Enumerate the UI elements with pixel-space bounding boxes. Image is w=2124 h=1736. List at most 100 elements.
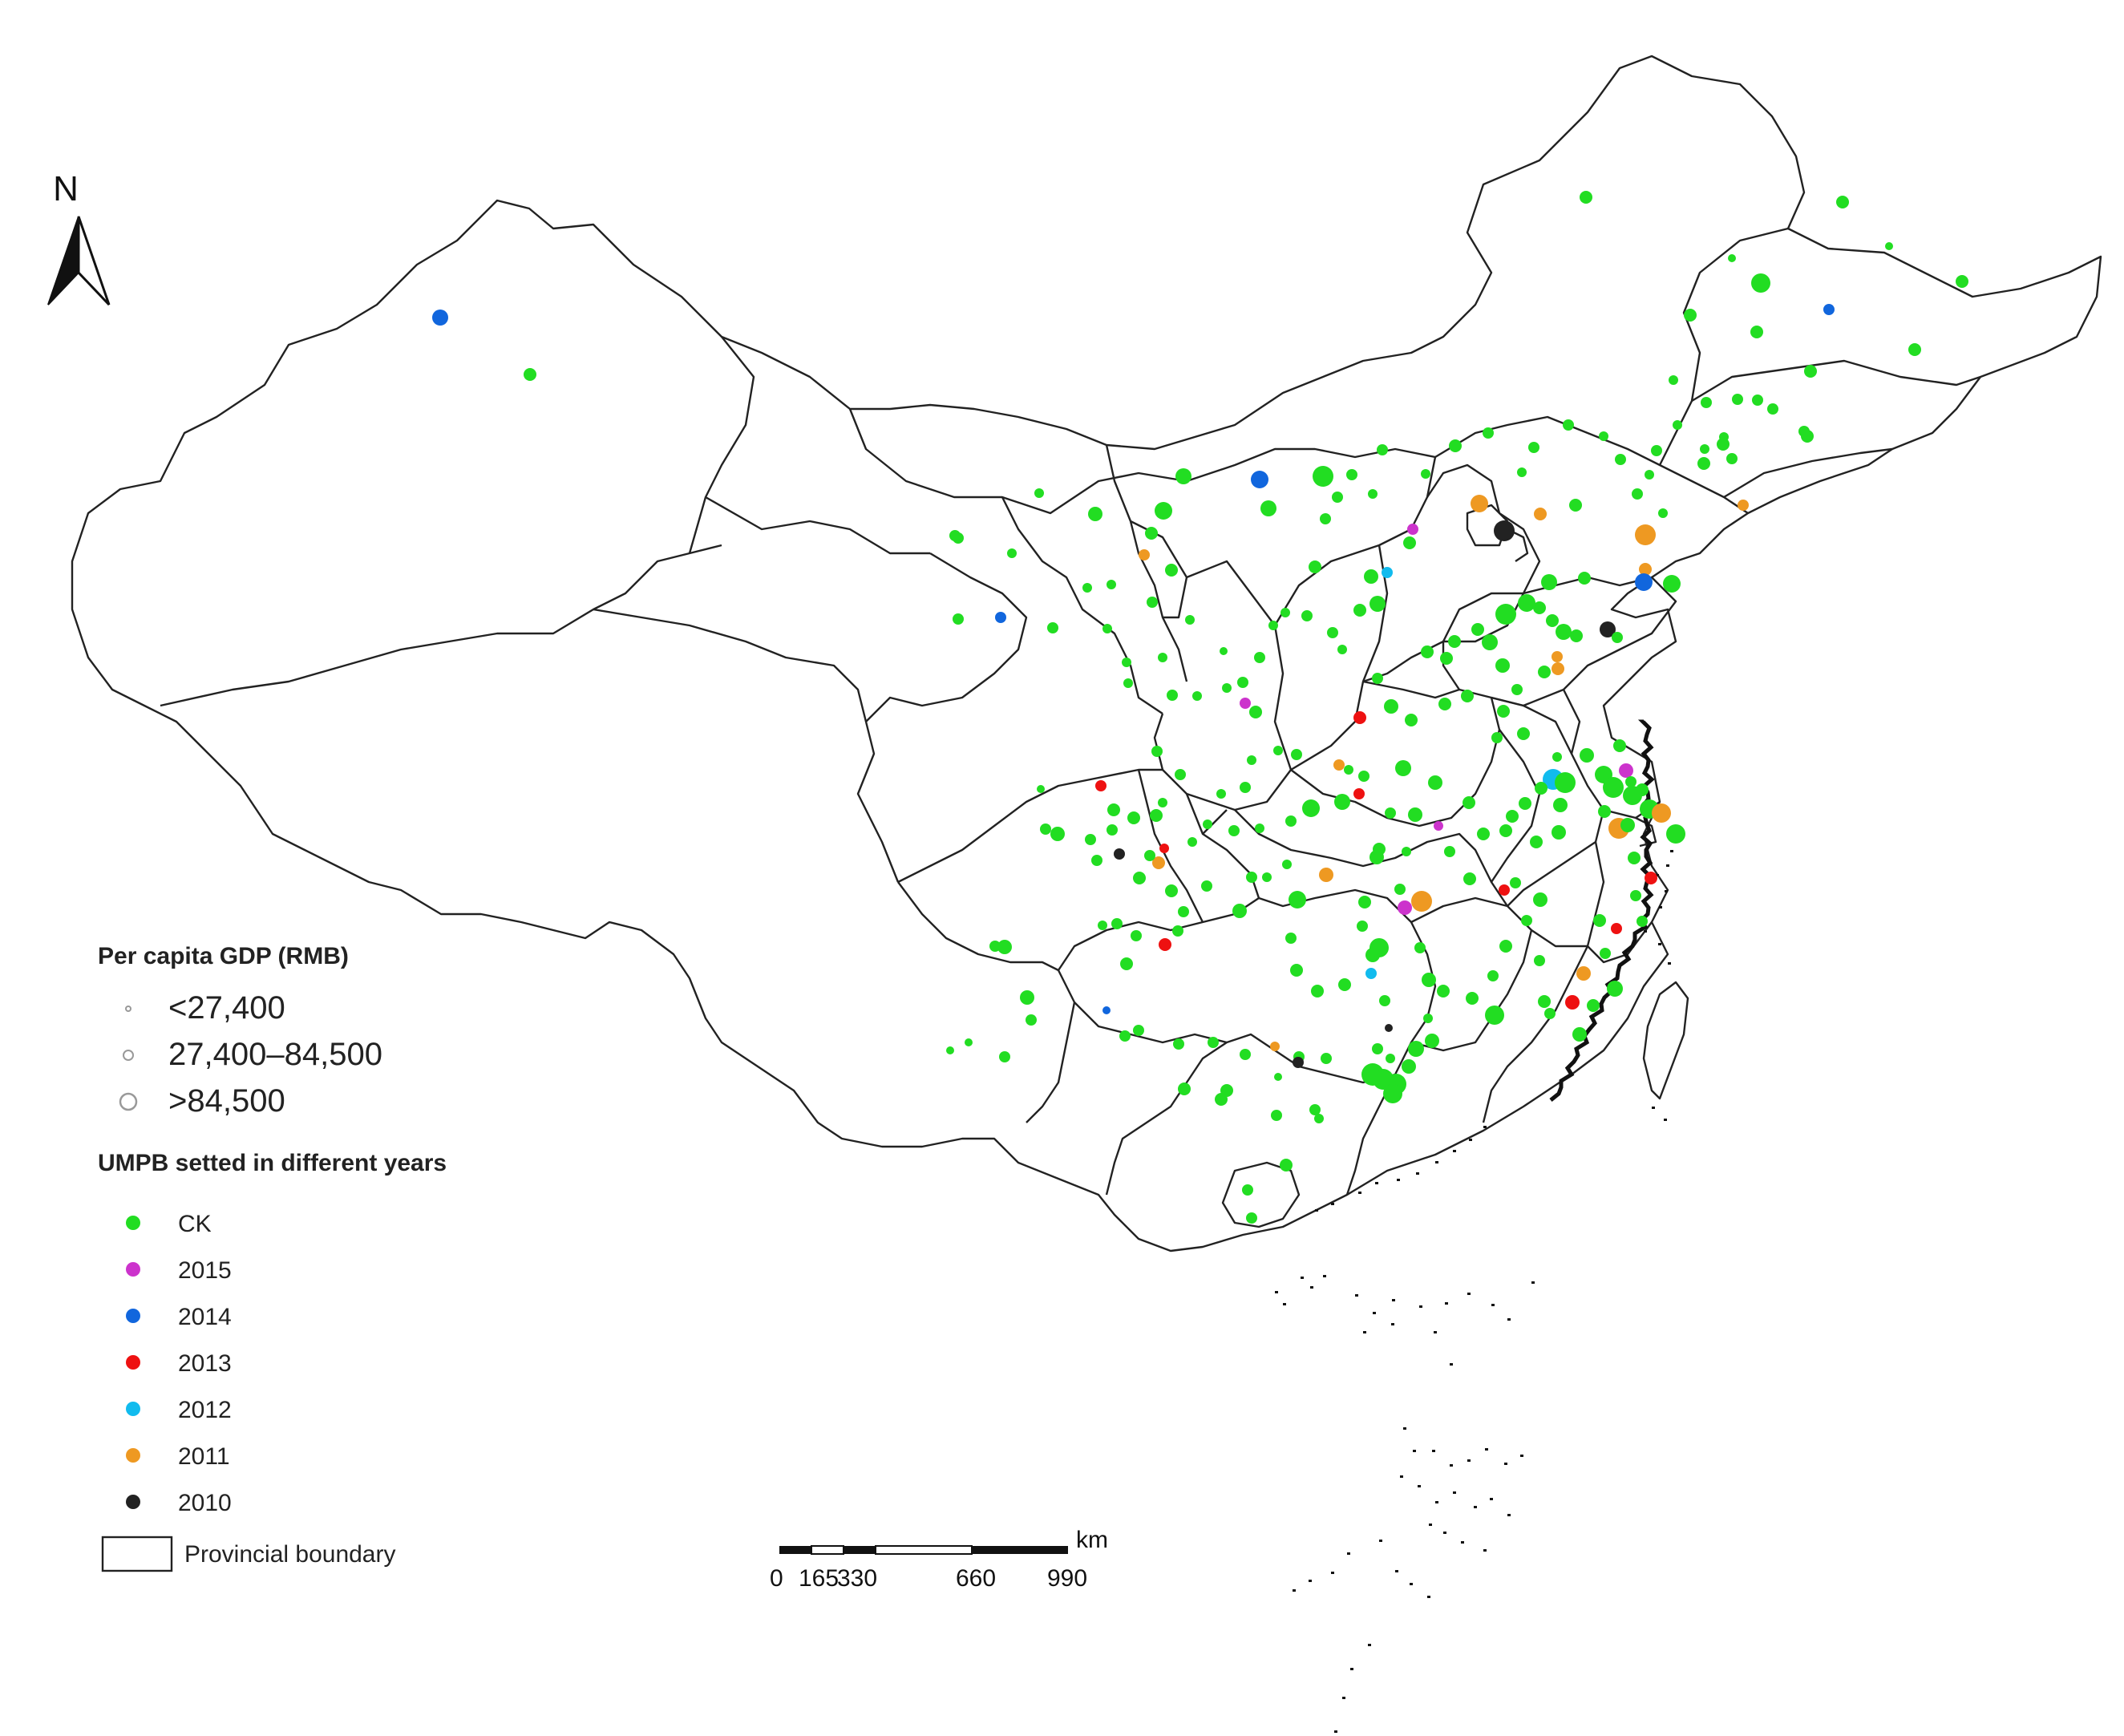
scale-tick: 0 (770, 1565, 783, 1592)
city-point (1645, 872, 1657, 884)
boundary-label: Provincial boundary (184, 1541, 395, 1568)
city-point (1285, 815, 1297, 827)
island-speck (1453, 1150, 1456, 1152)
city-point (1369, 938, 1389, 957)
city-point (1373, 843, 1386, 856)
city-point (1280, 608, 1290, 617)
city-point (1158, 653, 1167, 662)
scale-tick: 990 (1047, 1565, 1087, 1592)
city-point (432, 310, 448, 326)
city-point (1150, 809, 1163, 822)
scale-tick: 165 (799, 1565, 839, 1592)
city-point (1578, 572, 1591, 585)
city-point (1444, 846, 1455, 857)
city-point (1291, 749, 1302, 760)
city-point (1246, 1212, 1257, 1224)
city-point (1192, 691, 1202, 701)
year-label: 2015 (178, 1257, 232, 1284)
city-point (1172, 925, 1183, 937)
island-speck (1656, 874, 1659, 876)
island-speck (1418, 1485, 1421, 1487)
year-legend-title: UMPB setted in different years (98, 1150, 447, 1176)
city-point (1383, 1084, 1402, 1103)
city-point (1385, 807, 1396, 819)
city-point (1232, 904, 1247, 918)
island-speck (1355, 1294, 1358, 1297)
city-point (1273, 746, 1283, 755)
city-point (1533, 892, 1547, 907)
city-point (1268, 621, 1278, 630)
city-point (524, 368, 536, 381)
island-speck (1310, 1286, 1313, 1289)
city-point (1215, 1093, 1228, 1106)
island-speck (1395, 1570, 1398, 1572)
city-point (1246, 872, 1257, 883)
city-point (949, 530, 961, 541)
city-point (1102, 624, 1112, 633)
city-point (1131, 930, 1142, 941)
city-point (1482, 634, 1498, 650)
city-point (1612, 632, 1623, 643)
city-point (1628, 852, 1641, 864)
city-point (1611, 923, 1622, 934)
city-point (1394, 884, 1406, 895)
taiwan-outline (1642, 981, 1689, 1100)
city-point (1353, 711, 1366, 724)
city-point (1203, 819, 1212, 829)
city-point (1497, 705, 1510, 718)
scale-bar: km 0 165 330 660 990 (770, 1527, 1108, 1592)
city-point (1823, 304, 1835, 315)
city-point (1364, 569, 1378, 584)
city-point (1026, 1014, 1037, 1026)
city-point (1165, 884, 1178, 897)
city-point (1321, 1053, 1332, 1064)
city-point (1499, 940, 1512, 953)
city-point (1636, 916, 1648, 927)
island-speck (1467, 1293, 1471, 1295)
city-point (1334, 794, 1350, 810)
city-point (1767, 403, 1778, 415)
city-point (1178, 906, 1189, 917)
city-point (1020, 990, 1034, 1005)
city-point (1167, 690, 1178, 701)
city-point (1697, 457, 1710, 470)
city-point (1254, 652, 1265, 663)
island-speck (1331, 1203, 1334, 1205)
city-point (1369, 596, 1386, 612)
island-speck (1334, 1730, 1337, 1733)
city-point (1240, 782, 1251, 793)
city-point (1319, 868, 1333, 882)
city-point (1165, 564, 1178, 577)
city-point (1338, 978, 1351, 991)
boundary-segment (1234, 809, 1493, 883)
city-point (1495, 604, 1516, 625)
city-point (1082, 583, 1092, 593)
island-speck (1427, 1596, 1430, 1598)
island-speck (1450, 1363, 1453, 1366)
city-point (995, 612, 1006, 623)
gdp-class-label: >84,500 (168, 1083, 285, 1119)
north-arrow-icon: N (47, 169, 111, 306)
city-point (1098, 921, 1107, 930)
city-point (989, 941, 1001, 952)
city-point (1208, 1037, 1219, 1048)
city-point (1133, 1025, 1144, 1036)
island-speck (1665, 890, 1668, 892)
city-point (1358, 771, 1369, 782)
city-point (1357, 921, 1368, 932)
city-point (1530, 836, 1543, 848)
city-point (1463, 872, 1476, 885)
city-point (1091, 855, 1102, 866)
city-point (1461, 690, 1474, 702)
city-point (1314, 1114, 1324, 1123)
city-point (1216, 789, 1226, 799)
city-point (1133, 872, 1146, 884)
city-point (1600, 948, 1611, 959)
island-speck (1467, 1459, 1471, 1462)
island-speck (1397, 1179, 1400, 1181)
island-speck (1373, 1312, 1376, 1314)
city-point (1565, 995, 1580, 1010)
city-point (1651, 445, 1662, 456)
island-speck (1275, 1291, 1278, 1293)
island-speck (1293, 1589, 1296, 1592)
